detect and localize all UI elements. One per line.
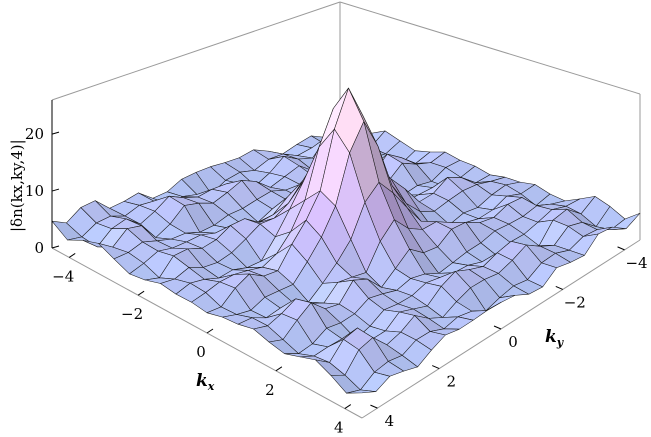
- y-tick-label: 4: [385, 412, 395, 430]
- x-tick-label: 4: [334, 419, 344, 437]
- y-tick-mark: [617, 246, 625, 251]
- y-tick-label: 2: [446, 373, 456, 391]
- y-tick-mark: [555, 285, 563, 290]
- x-tick-mark: [68, 253, 76, 258]
- z-ticks: 0 10 20: [25, 125, 60, 257]
- y-axis-label: ky: [545, 327, 565, 349]
- y-axis-label-main: k: [545, 327, 557, 347]
- z-axis-label: |δn(kx,ky,4)|: [8, 139, 26, 232]
- y-tick-label: −4: [625, 254, 647, 272]
- x-axis-label: kx: [196, 371, 215, 393]
- y-tick-mark: [370, 404, 378, 409]
- x-tick-label: 2: [265, 381, 275, 399]
- z-tick-mark: [51, 131, 60, 135]
- z-tick-label: 0: [34, 239, 44, 257]
- x-axis-label-sub: x: [207, 380, 215, 393]
- z-tick-mark: [51, 188, 60, 192]
- y-tick-label: 0: [508, 333, 518, 351]
- y-tick-mark: [432, 365, 440, 370]
- z-tick-label: 20: [25, 125, 44, 143]
- x-tick-mark: [344, 404, 352, 409]
- z-tick-label: 10: [25, 182, 44, 200]
- surface-mesh: [51, 87, 641, 394]
- x-tick-label: 0: [196, 343, 206, 361]
- z-tick-mark: [51, 245, 60, 249]
- x-ticks: −4 −2 0 2 4: [52, 253, 352, 437]
- x-tick-label: −2: [121, 305, 143, 323]
- y-ticks: −4 −2 0 2 4: [370, 246, 648, 430]
- x-tick-mark: [275, 366, 283, 372]
- y-tick-mark: [493, 325, 502, 330]
- x-tick-mark: [206, 328, 214, 334]
- y-tick-label: −2: [564, 293, 586, 311]
- x-tick-label: −4: [52, 267, 74, 285]
- x-axis-label-main: k: [196, 371, 208, 391]
- y-axis-label-sub: y: [556, 336, 565, 349]
- x-tick-mark: [137, 290, 145, 296]
- surface-patch: [346, 389, 377, 394]
